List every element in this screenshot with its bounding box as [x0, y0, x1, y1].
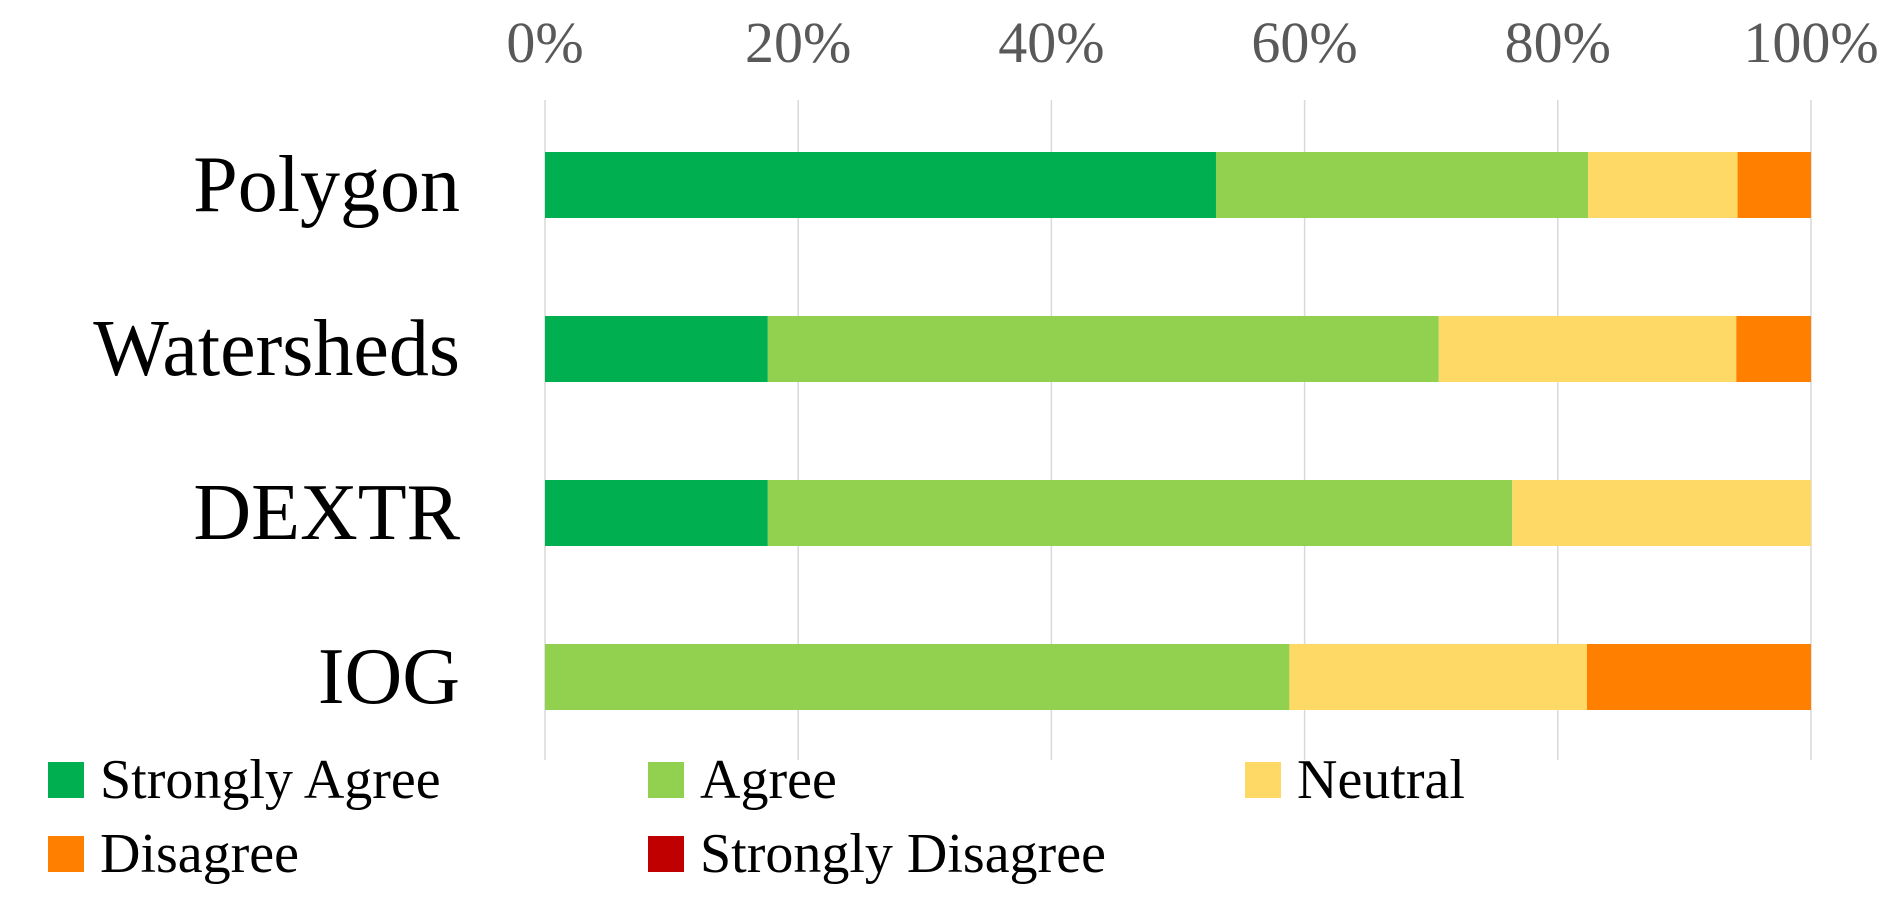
bar-dextr-neutral: [1512, 480, 1811, 546]
legend-item-agree: Agree: [648, 749, 837, 811]
bar-watersheds-disagree: [1736, 316, 1811, 382]
bar-iog-neutral: [1289, 644, 1587, 710]
bar-watersheds-agree: [767, 316, 1439, 382]
category-label-polygon: Polygon: [193, 141, 460, 229]
x-tick-label: 0%: [506, 10, 583, 75]
bar-polygon-disagree: [1737, 152, 1811, 218]
x-tick-label: 40%: [998, 10, 1104, 75]
bar-dextr-strongly-agree: [545, 480, 768, 546]
x-tick-label: 100%: [1743, 10, 1878, 75]
bars: [545, 152, 1811, 710]
legend-label: Strongly Agree: [100, 749, 441, 811]
bar-watersheds-strongly-agree: [545, 316, 768, 382]
x-tick-label: 20%: [745, 10, 851, 75]
x-tick-labels: 0% 20% 40% 60% 80% 100%: [506, 10, 1878, 75]
legend-swatch: [1245, 762, 1281, 798]
legend-label: Strongly Disagree: [700, 823, 1106, 885]
bar-iog-disagree: [1586, 644, 1811, 710]
legend-item-strongly-disagree: Strongly Disagree: [648, 823, 1106, 885]
x-tick-label: 60%: [1251, 10, 1357, 75]
bar-dextr-agree: [767, 480, 1513, 546]
legend-item-neutral: Neutral: [1245, 749, 1465, 811]
category-labels: Polygon Watersheds DEXTR IOG: [93, 141, 460, 721]
bar-polygon-agree: [1215, 152, 1589, 218]
legend-item-strongly-agree: Strongly Agree: [48, 749, 441, 811]
bar-iog-agree: [545, 644, 1290, 710]
category-label-dextr: DEXTR: [193, 469, 460, 557]
legend-item-disagree: Disagree: [48, 823, 299, 885]
x-tick-label: 80%: [1505, 10, 1611, 75]
legend-swatch: [48, 762, 84, 798]
legend-label: Agree: [700, 749, 837, 811]
category-label-watersheds: Watersheds: [93, 305, 460, 393]
bar-watersheds-neutral: [1438, 316, 1737, 382]
legend-label: Neutral: [1297, 749, 1465, 811]
bar-polygon-strongly-agree: [545, 152, 1216, 218]
bar-polygon-neutral: [1588, 152, 1738, 218]
legend: Strongly Agree Agree Neutral Disagree Strong…: [48, 749, 1465, 885]
legend-swatch: [648, 836, 684, 872]
category-label-iog: IOG: [318, 633, 460, 721]
legend-swatch: [48, 836, 84, 872]
legend-label: Disagree: [100, 823, 299, 885]
legend-swatch: [648, 762, 684, 798]
